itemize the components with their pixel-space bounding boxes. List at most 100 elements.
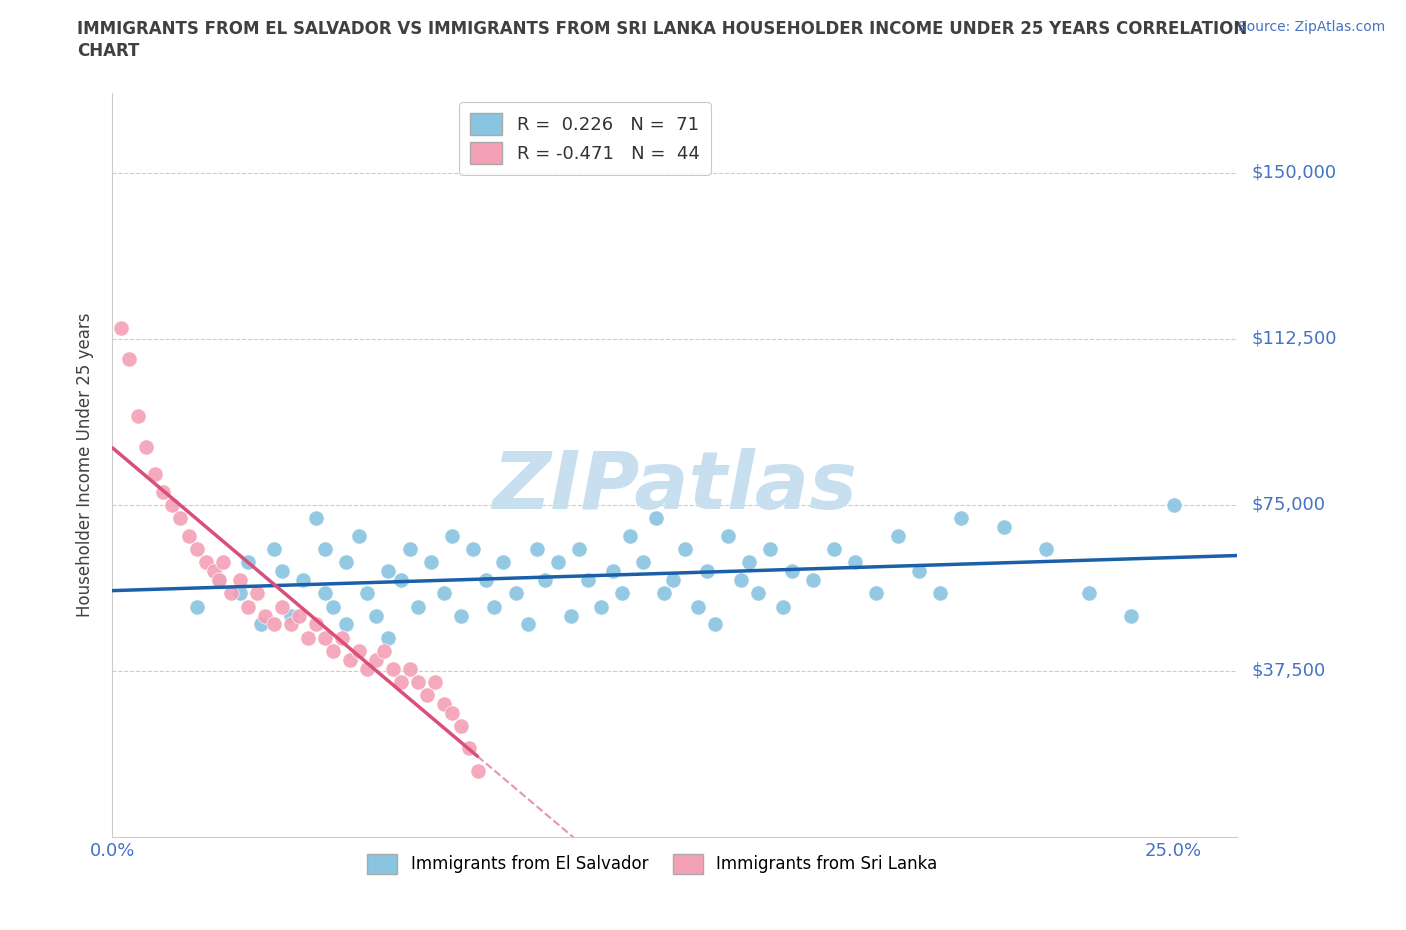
Point bbox=[458, 741, 481, 756]
Point bbox=[297, 631, 319, 645]
Point bbox=[127, 409, 149, 424]
Point bbox=[652, 586, 675, 601]
Point bbox=[364, 653, 387, 668]
Point bbox=[194, 555, 217, 570]
Point bbox=[696, 564, 718, 578]
Point bbox=[517, 617, 540, 631]
Point bbox=[246, 586, 269, 601]
Point bbox=[419, 555, 441, 570]
Point bbox=[441, 528, 464, 543]
Point bbox=[305, 511, 328, 525]
Point bbox=[207, 573, 229, 588]
Point bbox=[347, 528, 370, 543]
Point bbox=[619, 528, 641, 543]
Point bbox=[801, 573, 824, 588]
Point bbox=[364, 608, 387, 623]
Point bbox=[238, 599, 260, 614]
Point bbox=[423, 674, 446, 689]
Point bbox=[492, 555, 515, 570]
Point bbox=[432, 697, 454, 711]
Point bbox=[160, 498, 183, 512]
Point bbox=[229, 586, 252, 601]
Point bbox=[356, 661, 378, 676]
Point bbox=[238, 555, 260, 570]
Point bbox=[589, 599, 612, 614]
Point bbox=[441, 706, 464, 721]
Point bbox=[271, 599, 294, 614]
Point bbox=[211, 555, 233, 570]
Point bbox=[292, 573, 315, 588]
Text: IMMIGRANTS FROM EL SALVADOR VS IMMIGRANTS FROM SRI LANKA HOUSEHOLDER INCOME UNDE: IMMIGRANTS FROM EL SALVADOR VS IMMIGRANT… bbox=[77, 20, 1247, 38]
Point bbox=[389, 573, 412, 588]
Text: ZIPatlas: ZIPatlas bbox=[492, 448, 858, 526]
Point bbox=[254, 608, 277, 623]
Point bbox=[330, 631, 353, 645]
Point bbox=[118, 352, 141, 366]
Point bbox=[526, 541, 548, 556]
Point bbox=[602, 564, 624, 578]
Point bbox=[661, 573, 683, 588]
Point bbox=[534, 573, 557, 588]
Point bbox=[1077, 586, 1099, 601]
Point bbox=[335, 555, 357, 570]
Point bbox=[432, 586, 454, 601]
Point bbox=[280, 608, 302, 623]
Point bbox=[993, 520, 1015, 535]
Point bbox=[865, 586, 887, 601]
Point bbox=[908, 564, 931, 578]
Point bbox=[152, 485, 174, 499]
Point bbox=[475, 573, 498, 588]
Point bbox=[759, 541, 782, 556]
Point bbox=[169, 511, 191, 525]
Point bbox=[675, 541, 697, 556]
Point bbox=[844, 555, 866, 570]
Point bbox=[271, 564, 294, 578]
Point bbox=[415, 688, 437, 703]
Text: $112,500: $112,500 bbox=[1251, 330, 1337, 348]
Point bbox=[1035, 541, 1057, 556]
Point bbox=[717, 528, 740, 543]
Point bbox=[186, 599, 208, 614]
Point bbox=[314, 631, 336, 645]
Point bbox=[314, 586, 336, 601]
Point bbox=[406, 599, 429, 614]
Point bbox=[738, 555, 761, 570]
Point bbox=[450, 719, 472, 734]
Point bbox=[322, 599, 344, 614]
Point bbox=[263, 617, 285, 631]
Point bbox=[339, 653, 361, 668]
Point bbox=[484, 599, 506, 614]
Point bbox=[347, 644, 370, 658]
Point bbox=[356, 586, 378, 601]
Point bbox=[177, 528, 200, 543]
Y-axis label: Householder Income Under 25 years: Householder Income Under 25 years bbox=[76, 312, 94, 618]
Point bbox=[280, 617, 302, 631]
Point bbox=[250, 617, 273, 631]
Point bbox=[314, 541, 336, 556]
Point bbox=[730, 573, 752, 588]
Point bbox=[186, 541, 208, 556]
Point bbox=[568, 541, 591, 556]
Point bbox=[377, 564, 399, 578]
Point bbox=[780, 564, 803, 578]
Point bbox=[547, 555, 569, 570]
Point bbox=[450, 608, 472, 623]
Point bbox=[322, 644, 344, 658]
Point bbox=[644, 511, 666, 525]
Point bbox=[406, 674, 429, 689]
Point bbox=[463, 541, 485, 556]
Point bbox=[631, 555, 654, 570]
Point bbox=[305, 617, 328, 631]
Point bbox=[929, 586, 952, 601]
Point bbox=[207, 573, 229, 588]
Point bbox=[263, 541, 285, 556]
Point bbox=[288, 608, 311, 623]
Point bbox=[381, 661, 404, 676]
Point bbox=[221, 586, 243, 601]
Point bbox=[389, 674, 412, 689]
Point bbox=[772, 599, 794, 614]
Point bbox=[373, 644, 395, 658]
Text: CHART: CHART bbox=[77, 42, 139, 60]
Point bbox=[143, 467, 166, 482]
Point bbox=[398, 541, 420, 556]
